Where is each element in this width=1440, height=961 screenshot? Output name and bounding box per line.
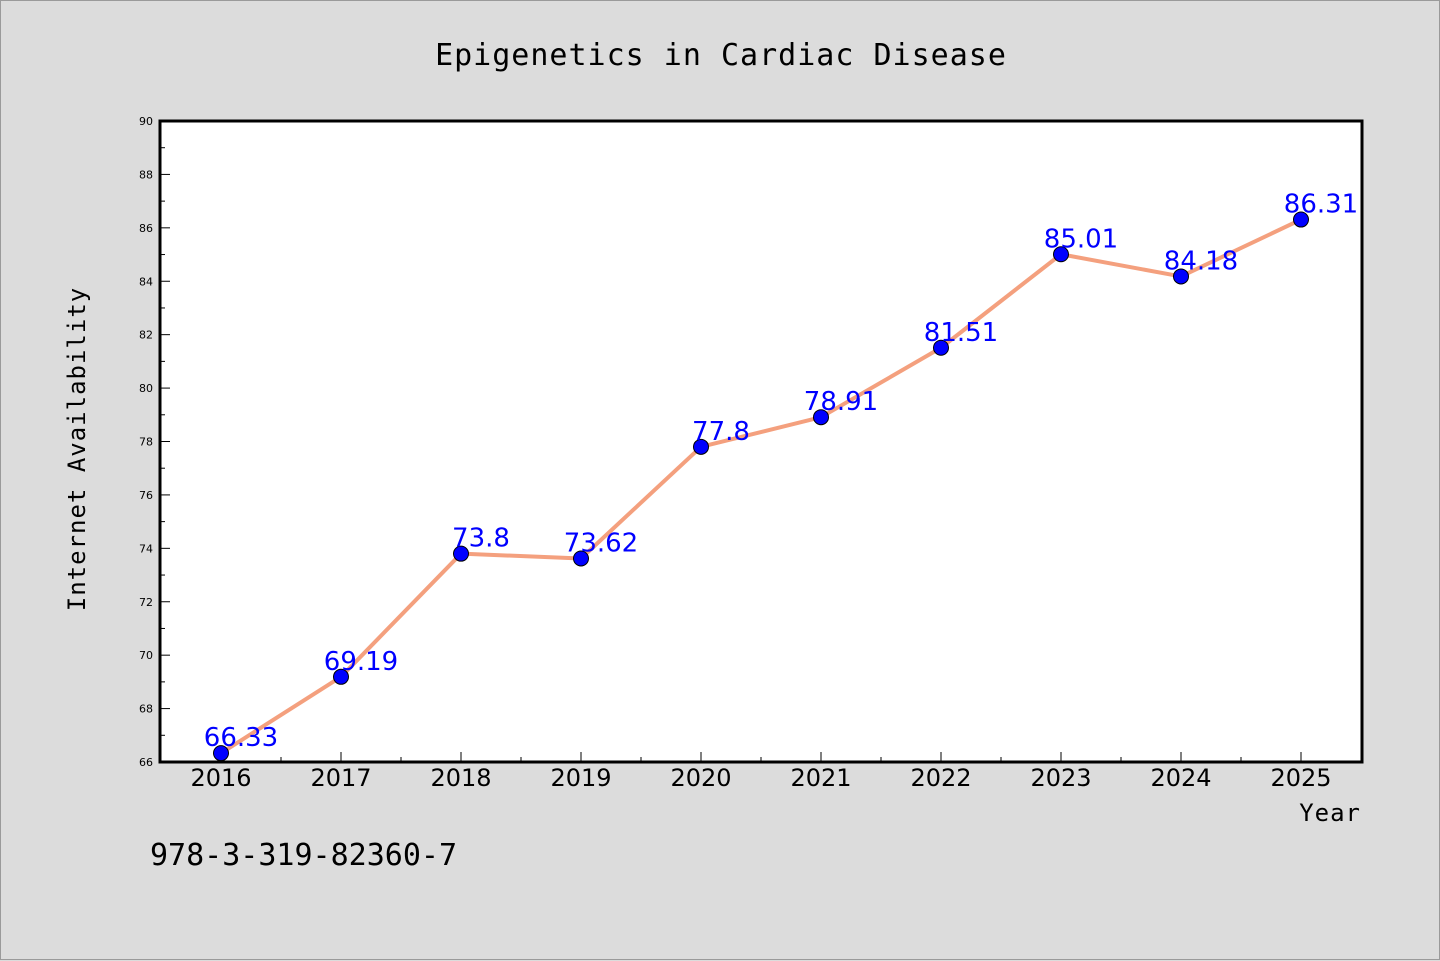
- y-tick-label: 78: [139, 436, 153, 449]
- data-label: 77.8: [692, 417, 750, 447]
- x-tick-label: 2024: [1150, 764, 1211, 792]
- x-tick-label: 2022: [910, 764, 971, 792]
- data-point: [1173, 268, 1189, 285]
- data-label: 73.62: [564, 528, 638, 558]
- data-label: 69.19: [324, 647, 398, 677]
- data-label: 86.31: [1284, 190, 1358, 220]
- data-point: [933, 339, 949, 356]
- y-tick-label: 72: [139, 596, 153, 609]
- y-tick-label: 90: [139, 115, 153, 128]
- data-label: 85.01: [1044, 224, 1118, 254]
- data-point: [1293, 211, 1309, 228]
- y-tick-label: 88: [139, 168, 153, 181]
- y-tick-label: 80: [139, 382, 153, 395]
- series-line-group: [219, 217, 1303, 756]
- x-tick-label: 2021: [790, 764, 851, 792]
- y-tick-label: 76: [139, 489, 153, 502]
- x-tick-label: 2018: [430, 764, 491, 792]
- x-tick-label: 2019: [550, 764, 611, 792]
- data-label: 73.8: [452, 524, 510, 554]
- y-tick-label: 86: [139, 222, 153, 235]
- data-point: [1053, 246, 1069, 263]
- footnote-isbn: 978-3-319-82360-7: [150, 838, 457, 873]
- y-axis: 66 68 70 72 74 76 78 80 82 84 86 88 90: [139, 115, 170, 769]
- x-tick-label: 2025: [1270, 764, 1331, 792]
- data-label: 66.33: [204, 723, 278, 753]
- chart-title: Epigenetics in Cardiac Disease: [435, 38, 1007, 73]
- data-point: [573, 550, 589, 567]
- data-label-group: 66.33 69.19 73.8 73.62 77.8 78.91 81.51 85.01 84…: [204, 190, 1358, 754]
- y-tick-label: 82: [139, 329, 153, 342]
- x-tick-label: 2016: [190, 764, 251, 792]
- x-axis: 2016 2017 2018 2019 2020 2021 2022 2023 2024 2025: [190, 752, 1332, 792]
- data-point: [693, 438, 709, 455]
- plot-frame: [158, 119, 1364, 764]
- y-tick-label: 70: [139, 649, 153, 662]
- x-axis-label: Year: [1299, 799, 1361, 827]
- x-tick-label: 2020: [670, 764, 731, 792]
- data-point: [453, 545, 469, 562]
- series-line: [219, 217, 1303, 756]
- y-tick-label: 74: [139, 542, 153, 555]
- y-tick-label: 84: [139, 275, 153, 288]
- data-label: 81.51: [924, 318, 998, 348]
- marker-group: [213, 211, 1309, 762]
- x-tick-label: 2017: [310, 764, 371, 792]
- data-label: 78.91: [804, 387, 878, 417]
- data-point: [813, 409, 829, 426]
- y-tick-label: 68: [139, 703, 153, 716]
- y-axis-label: Internet Availability: [63, 287, 91, 611]
- data-point: [333, 668, 349, 685]
- x-tick-label: 2023: [1030, 764, 1091, 792]
- data-label: 84.18: [1164, 246, 1238, 276]
- y-tick-label: 66: [139, 756, 153, 769]
